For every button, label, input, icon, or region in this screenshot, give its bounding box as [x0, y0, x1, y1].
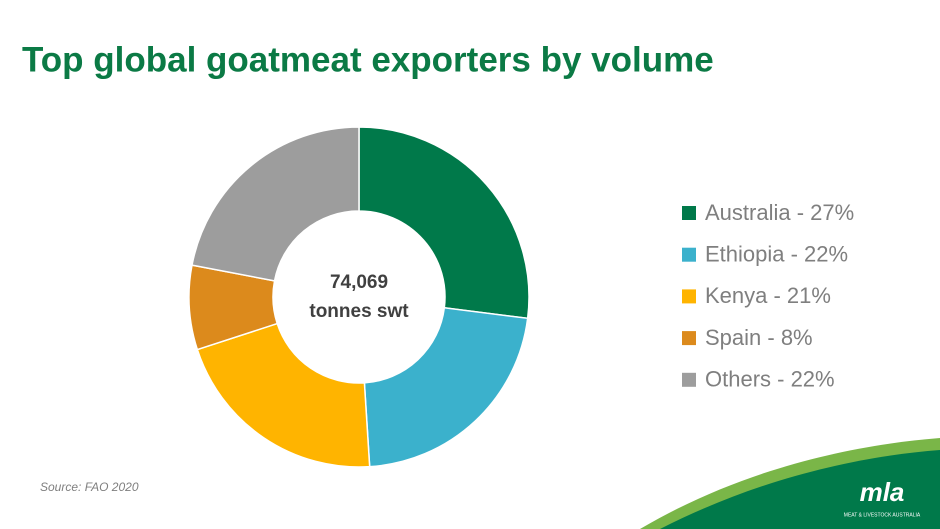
legend-swatch: [682, 331, 696, 346]
donut-slice: [358, 126, 530, 320]
donut: [188, 126, 530, 468]
donut-slice: [196, 322, 371, 468]
footer-swoosh: [660, 450, 940, 529]
chart-title: Top global goatmeat exporters by volume: [22, 40, 714, 79]
legend-label: Others - 22%: [705, 367, 835, 392]
donut-slice: [363, 306, 529, 468]
legend-label: Australia - 27%: [705, 200, 854, 225]
legend: Australia - 27% Ethiopia - 22% Kenya - 21%…: [682, 200, 854, 392]
donut-slice: [191, 126, 360, 282]
legend-swatch: [682, 247, 696, 262]
center-value: 74,069: [330, 272, 388, 293]
center-unit: tonnes swt: [309, 301, 409, 322]
legend-label: Ethiopia - 22%: [705, 242, 848, 267]
legend-label: Spain - 8%: [705, 325, 813, 350]
logo-subtitle: MEAT & LIVESTOCK AUSTRALIA: [844, 512, 921, 518]
logo-text: mla: [860, 477, 905, 507]
legend-swatch: [682, 289, 696, 304]
legend-swatch: [682, 206, 696, 220]
legend-label: Kenya - 21%: [705, 283, 831, 308]
legend-swatch: [682, 372, 696, 387]
source-note: Source: FAO 2020: [40, 480, 139, 494]
